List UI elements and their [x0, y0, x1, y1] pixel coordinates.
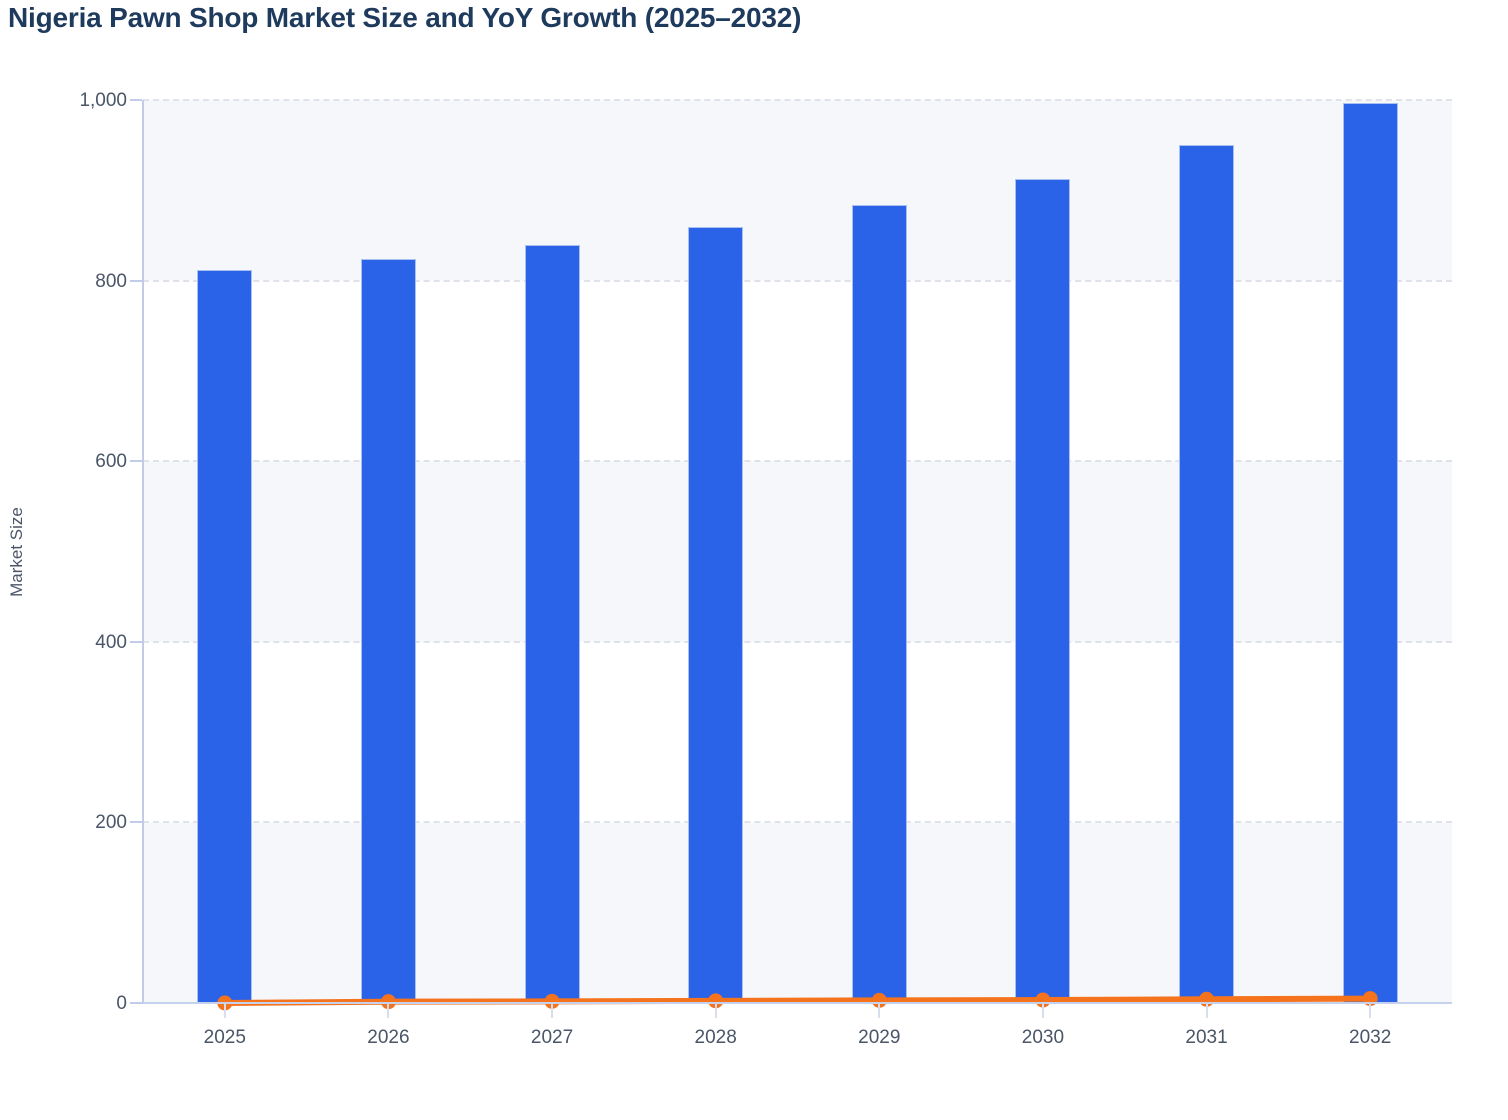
gridline-600 — [143, 460, 1452, 463]
y-axis-label-800: 800 — [95, 270, 127, 292]
y-tick-mark-1000 — [130, 99, 142, 101]
gridline-1000 — [143, 99, 1452, 101]
bar-2030[interactable] — [1015, 178, 1071, 1003]
bar-2025[interactable] — [197, 269, 253, 1003]
x-tick-mark-2032 — [1369, 1004, 1372, 1018]
x-axis-baseline — [143, 1002, 1452, 1004]
yoy-growth-line-layer — [217, 991, 1378, 1011]
x-axis-label-2029: 2029 — [858, 1027, 901, 1048]
y-axis-line — [141, 100, 144, 1004]
x-tick-mark-2030 — [1041, 1004, 1044, 1018]
x-axis-label-2028: 2028 — [694, 1027, 737, 1048]
x-axis-label-2025: 2025 — [203, 1027, 246, 1048]
yoy-growth-line — [221, 995, 1374, 1006]
x-tick-mark-2029 — [878, 1004, 881, 1018]
x-tick-mark-2026 — [387, 1004, 390, 1018]
y-tick-mark-600 — [130, 460, 142, 463]
yoy-point-2026[interactable] — [380, 994, 396, 1010]
gridline-800 — [143, 279, 1452, 282]
x-tick-mark-2031 — [1205, 1004, 1208, 1018]
y-axis-label-600: 600 — [95, 451, 127, 473]
y-tick-mark-800 — [130, 279, 142, 282]
yoy-point-2028[interactable] — [708, 993, 724, 1009]
bar-2031[interactable] — [1179, 145, 1235, 1003]
bar-2026[interactable] — [360, 258, 416, 1003]
chart-title: Nigeria Pawn Shop Market Size and YoY Gr… — [8, 2, 802, 33]
bar-2032[interactable] — [1342, 102, 1398, 1003]
x-axis-label-2031: 2031 — [1185, 1027, 1228, 1048]
y-axis-label-1000: 1,000 — [79, 90, 127, 111]
gridline-200 — [143, 821, 1452, 824]
bar-2029[interactable] — [851, 204, 907, 1003]
y-tick-mark-0 — [130, 1002, 142, 1004]
y-axis-label-400: 400 — [95, 631, 127, 653]
y-axis-label-200: 200 — [95, 812, 127, 834]
gridline-400 — [143, 640, 1452, 643]
x-tick-mark-2028 — [714, 1004, 717, 1018]
x-axis-label-2030: 2030 — [1021, 1027, 1065, 1048]
x-axis-label-2027: 2027 — [530, 1027, 574, 1048]
bar-2027[interactable] — [524, 245, 580, 1003]
x-tick-mark-2027 — [551, 1004, 554, 1018]
y-axis-title: Market Size — [7, 507, 26, 597]
plot-area — [143, 99, 1452, 1011]
y-tick-mark-200 — [130, 821, 142, 824]
x-tick-mark-2025 — [223, 1004, 226, 1018]
y-axis-label-0: 0 — [116, 993, 127, 1014]
yoy-point-2027[interactable] — [544, 993, 560, 1009]
x-axis-label-2026: 2026 — [367, 1027, 410, 1048]
yoy-point-2029[interactable] — [871, 992, 887, 1008]
x-axis-label-2032: 2032 — [1349, 1027, 1392, 1048]
y-tick-mark-400 — [130, 640, 142, 643]
bar-2028[interactable] — [688, 227, 744, 1003]
